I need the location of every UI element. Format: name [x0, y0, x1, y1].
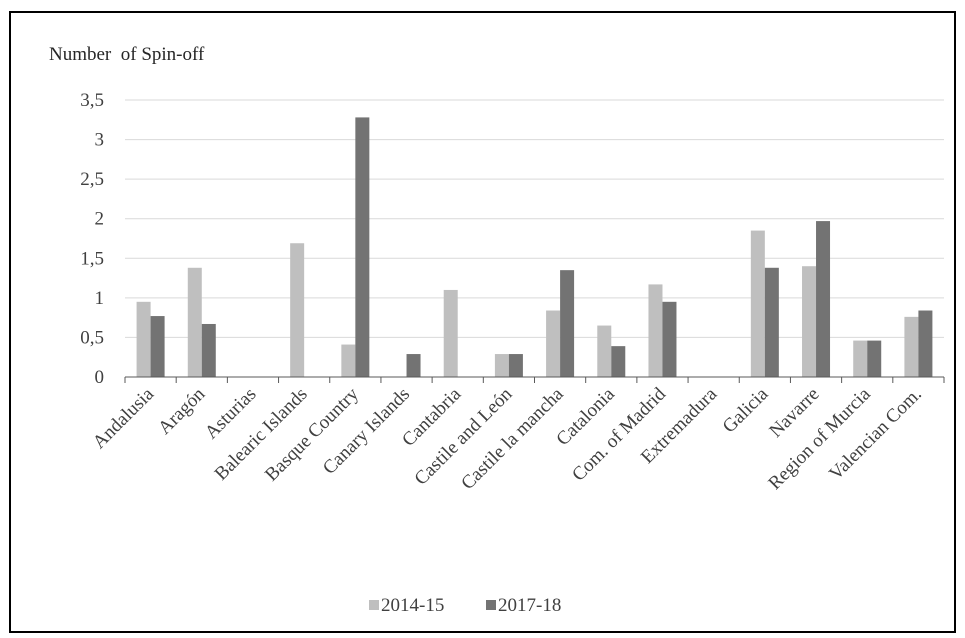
bar-2017-18 — [662, 301, 677, 377]
y-tick-label: 2 — [95, 209, 105, 230]
y-axis-title: Number of Spin-off — [49, 44, 205, 65]
bar-2017-18 — [406, 354, 421, 377]
y-tick-label: 1,5 — [80, 248, 104, 269]
y-tick-label: 0 — [95, 367, 105, 388]
legend-label: 2014-15 — [381, 595, 444, 616]
bar-2014-15 — [904, 316, 919, 377]
bar-2014-15 — [494, 354, 509, 377]
chart-frame — [9, 11, 956, 633]
x-tick-label: Andalusia — [89, 383, 159, 453]
bar-2014-15 — [802, 266, 817, 377]
y-tick-label: 0,5 — [80, 327, 104, 348]
bar-2014-15 — [648, 284, 663, 377]
x-tick-label: Aragón — [154, 383, 209, 438]
legend: 2014-15 2017-18 — [369, 595, 561, 616]
bar-2017-18 — [867, 340, 882, 377]
bar-2017-18 — [816, 221, 831, 377]
bar-2017-18 — [918, 310, 933, 377]
legend-label: 2017-18 — [498, 595, 561, 616]
bar-2014-15 — [290, 243, 305, 377]
bar-2017-18 — [560, 270, 575, 377]
legend-swatch — [369, 600, 379, 610]
bar-2014-15 — [597, 325, 612, 377]
bar-2017-18 — [201, 323, 216, 377]
legend-swatch — [486, 600, 496, 610]
bar-2017-18 — [611, 346, 626, 377]
y-tick-label: 2,5 — [80, 169, 104, 190]
bar-2014-15 — [750, 230, 765, 377]
bar-2014-15 — [443, 289, 458, 377]
bar-2017-18 — [764, 267, 779, 377]
y-tick-label: 3 — [95, 130, 105, 151]
x-tick-label: Valencian Com. — [825, 384, 926, 485]
bar-2014-15 — [136, 301, 151, 377]
x-axis — [124, 376, 945, 383]
bar-2014-15 — [187, 267, 202, 377]
bars — [136, 117, 933, 377]
bar-2017-18 — [508, 354, 523, 377]
bar-2014-15 — [341, 344, 356, 377]
y-tick-label: 3,5 — [80, 90, 104, 111]
bar-2014-15 — [853, 340, 868, 377]
y-tick-label: 1 — [95, 288, 105, 309]
x-tick-label: Galicia — [719, 383, 773, 437]
y-tick-labels: 0 0,5 1 1,5 2 2,5 3 3,5 — [80, 90, 104, 388]
bar-2017-18 — [150, 316, 165, 377]
bar-2017-18 — [355, 117, 370, 377]
bar-2014-15 — [546, 310, 561, 377]
